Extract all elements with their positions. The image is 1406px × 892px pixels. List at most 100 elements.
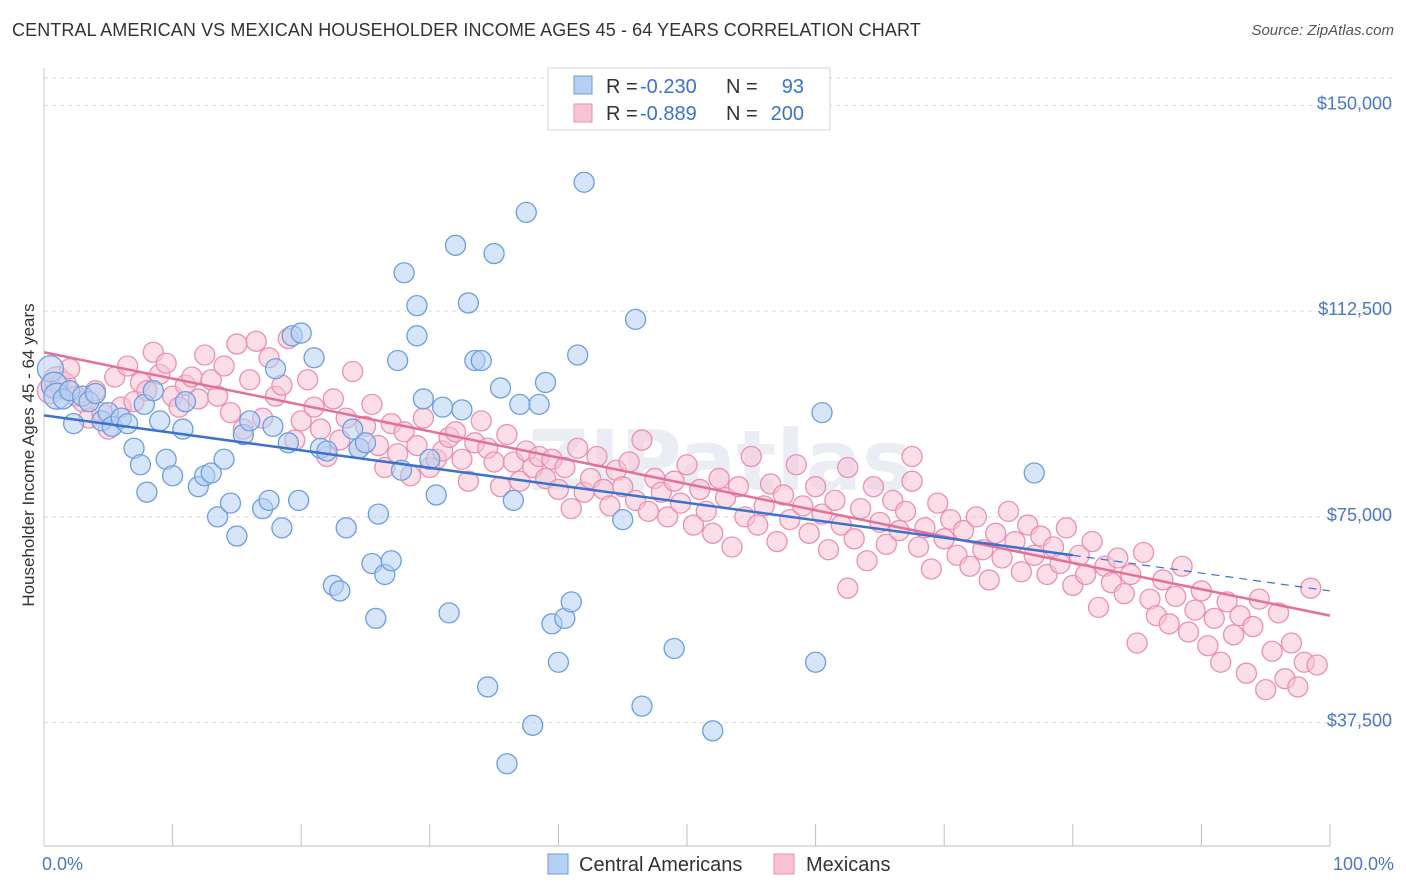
central-americans-point — [239, 410, 261, 432]
central-americans-point — [419, 448, 441, 470]
mexicans-point — [341, 360, 364, 383]
central-americans-point — [287, 489, 310, 512]
mexicans-point — [554, 456, 576, 479]
mexicans-point — [1132, 541, 1155, 564]
mexicans-point — [901, 470, 923, 492]
mexicans-point — [560, 497, 582, 520]
mexicans-point — [1280, 632, 1303, 654]
mexicans-point — [637, 500, 660, 523]
central-americans-point — [444, 234, 467, 256]
legend-r-label-2: R = — [606, 103, 638, 125]
central-americans-point — [406, 325, 428, 347]
y-tick-label: $75,000 — [1327, 505, 1392, 525]
mexicans-point — [1197, 635, 1219, 657]
central-americans-point — [432, 396, 454, 418]
central-americans-point — [425, 484, 447, 506]
mexicans-point — [965, 506, 987, 528]
mexicans-point — [837, 577, 859, 599]
mexicans-point — [1255, 679, 1277, 701]
mexicans-point — [1081, 530, 1103, 553]
x-axis-ticks — [43, 824, 1331, 846]
mexicans-point — [862, 476, 885, 498]
legend-n-value-2: 200 — [771, 103, 804, 125]
mexicans-point — [470, 410, 492, 432]
central-americans-point — [406, 295, 428, 317]
central-americans-point — [612, 508, 634, 531]
mexicans-point — [766, 530, 788, 553]
central-americans-point — [174, 391, 197, 413]
mexicans-point — [296, 369, 319, 391]
central-americans-point — [631, 695, 653, 717]
central-americans-point — [206, 506, 229, 528]
mexicans-point — [457, 470, 480, 492]
central-americans-point — [258, 489, 280, 512]
mexicans-point — [702, 522, 724, 544]
central-americans-point — [811, 401, 833, 424]
mexicans-point — [1267, 602, 1290, 624]
central-americans-point — [702, 720, 724, 742]
legend-r-label-1: R = — [606, 76, 638, 98]
central-americans-point — [522, 714, 544, 736]
central-americans-point — [365, 607, 387, 629]
central-americans-point — [200, 462, 222, 484]
mexicans-point — [901, 445, 923, 468]
mexicans-point — [708, 467, 730, 490]
central-americans-point — [451, 399, 473, 421]
source-label: Source: ZipAtlas.com — [1251, 22, 1394, 39]
mexicans-point — [1306, 654, 1328, 676]
y-tick-label: $37,500 — [1327, 711, 1392, 731]
central-americans-point — [477, 676, 499, 698]
central-americans-point — [329, 580, 351, 602]
central-americans-point — [84, 382, 107, 405]
mexicans-point — [1203, 607, 1225, 629]
mexicans-point — [894, 500, 917, 523]
mexicans-point — [657, 506, 679, 528]
legend-n-label-1: N = — [726, 76, 758, 98]
central-americans-point — [367, 503, 390, 525]
legend-swatch-blue — [573, 75, 593, 95]
mexicans-point — [194, 344, 216, 366]
mexicans-point — [1107, 547, 1129, 569]
central-americans-point — [142, 380, 164, 402]
mexicans-point — [779, 508, 801, 531]
mexicans-point — [1158, 613, 1180, 635]
central-americans-point — [149, 410, 171, 432]
mexicans-point — [984, 522, 1007, 544]
mexicans-trend-line — [43, 351, 1331, 617]
mexicans-point — [1055, 517, 1078, 539]
mexicans-point — [567, 437, 589, 459]
mexicans-point — [817, 539, 840, 561]
mexicans-point — [1126, 632, 1148, 654]
central-americans-point — [316, 440, 338, 462]
mexicans-point — [1242, 615, 1264, 638]
central-americans-point — [219, 492, 242, 514]
x-axis — [43, 824, 1331, 847]
central-americans-point — [496, 753, 518, 775]
central-americans-point — [116, 412, 139, 435]
mexicans-point — [1222, 624, 1245, 646]
mexicans-point — [676, 454, 698, 476]
central-americans-point — [412, 388, 435, 410]
central-americans-point — [438, 602, 460, 624]
mexicans-point — [920, 558, 942, 580]
central-americans-point — [271, 517, 293, 539]
mexicans-point — [226, 333, 248, 355]
central-americans-point — [386, 349, 409, 372]
mexicans-point — [856, 550, 878, 572]
central-americans-point — [560, 591, 582, 613]
legend-n-value-1: 93 — [782, 76, 804, 98]
x-tick-label-right: 100.0% — [1333, 854, 1394, 874]
mexicans-point — [322, 388, 345, 410]
mexicans-point — [406, 434, 428, 457]
central-americans-point — [515, 201, 537, 224]
mexicans-point — [496, 423, 518, 446]
central-americans-point — [303, 347, 325, 369]
central-americans-point — [354, 432, 377, 454]
mexicans-point — [1171, 555, 1193, 577]
central-americans-point — [161, 465, 184, 487]
mexicans-point — [1087, 596, 1110, 619]
central-americans-point — [663, 637, 685, 660]
central-americans-point — [129, 454, 152, 476]
mexicans-point — [599, 495, 621, 517]
mexicans-point — [1113, 583, 1135, 605]
